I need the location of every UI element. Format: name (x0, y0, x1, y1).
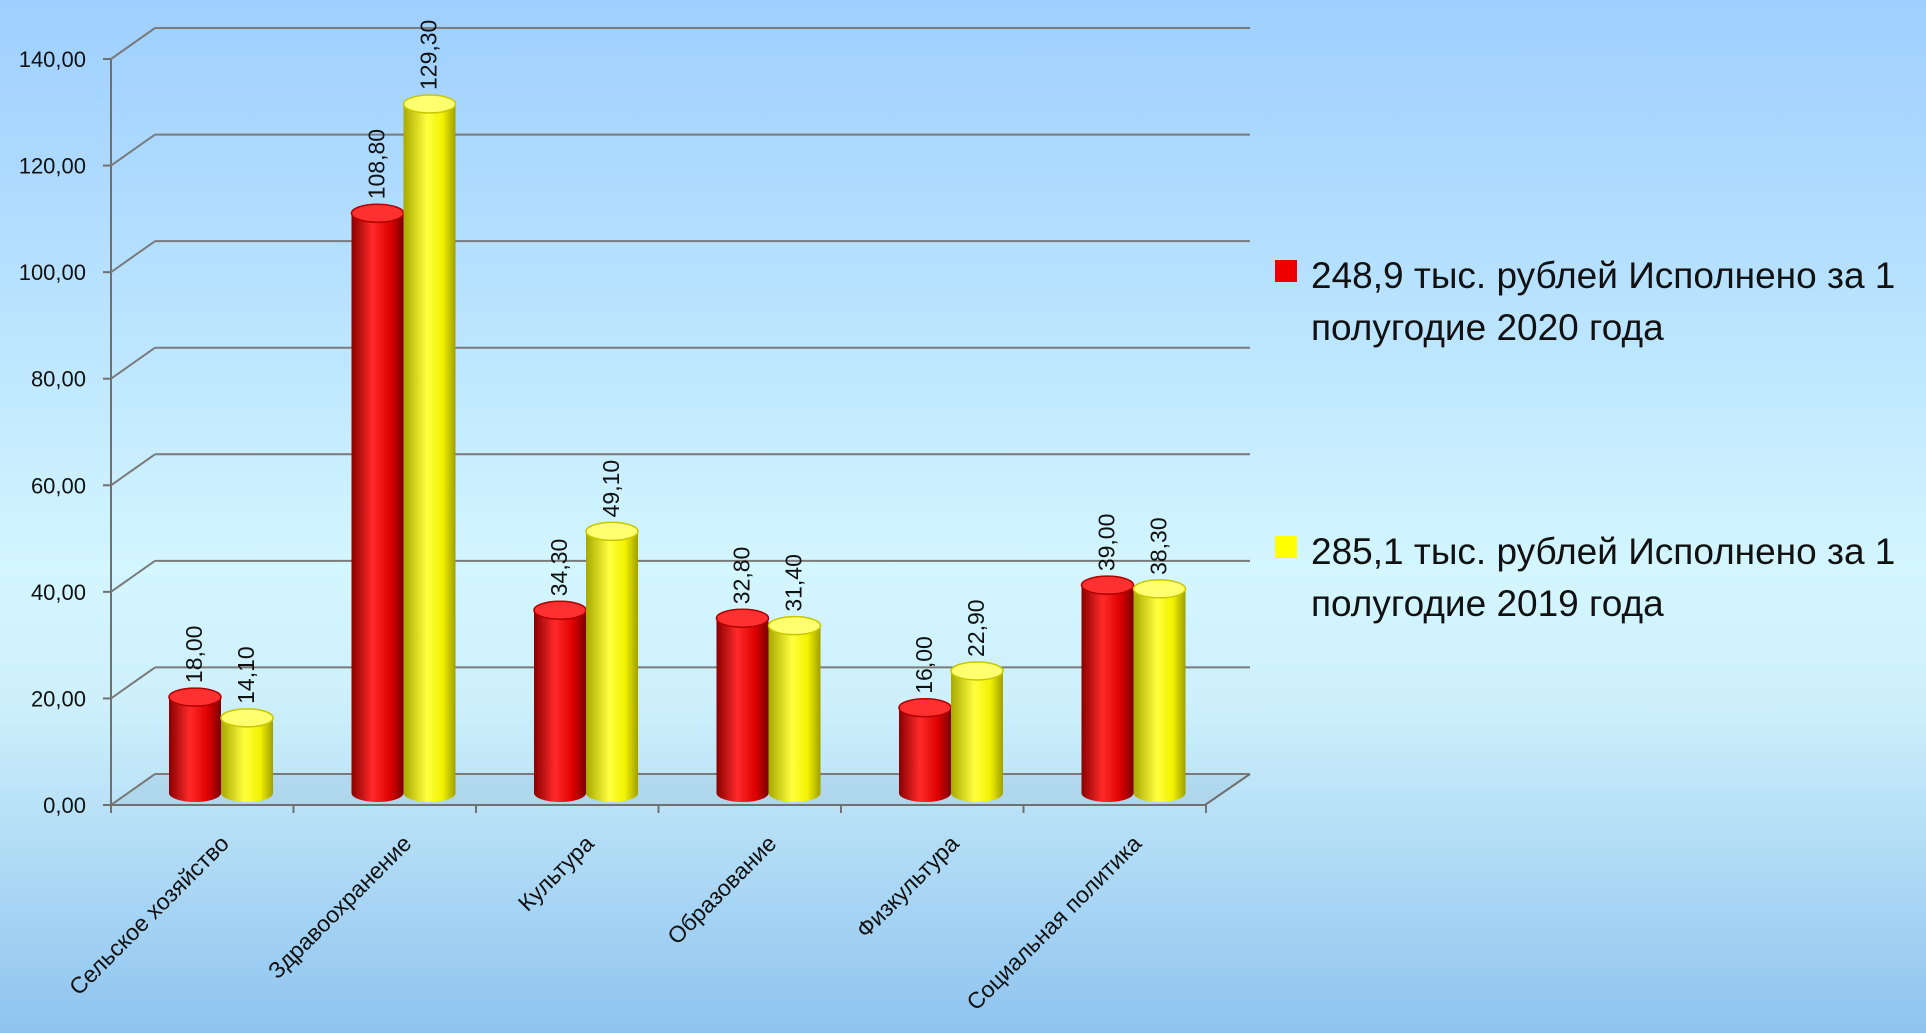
bar-2019-3 (767, 615, 822, 802)
legend-swatch-red (1275, 260, 1297, 282)
y-tick-label: 40,00 (31, 580, 86, 605)
gridline-depth (110, 27, 156, 60)
gridline-depth (110, 346, 156, 380)
legend-item-2019: 285,1 тыс. рублей Исполнено за 1 полугод… (1275, 526, 1915, 630)
bar-2019-1 (402, 94, 457, 802)
data-label: 39,00 (1094, 514, 1120, 572)
gridline-depth (110, 240, 156, 273)
data-label: 108,80 (364, 129, 390, 199)
data-label: 49,10 (598, 460, 624, 518)
chart-floor (111, 774, 1250, 805)
category-label: Физкультура (851, 830, 964, 943)
floor-edge (1204, 773, 1251, 806)
data-label: 129,30 (416, 20, 442, 90)
category-label: Образование (662, 830, 781, 949)
bar-2019-4 (950, 661, 1004, 802)
data-label: 34,30 (546, 539, 572, 597)
gridline-depth (110, 453, 156, 487)
data-label: 31,40 (781, 554, 807, 612)
data-label: 22,90 (963, 599, 989, 657)
legend-label-2019: 285,1 тыс. рублей Исполнено за 1 полугод… (1311, 531, 1896, 624)
y-tick-label: 60,00 (31, 473, 86, 498)
data-label: 18,00 (181, 626, 207, 684)
bar-2019-5 (1132, 579, 1187, 802)
gridline-depth (110, 133, 156, 167)
data-label: 38,30 (1146, 517, 1172, 575)
y-tick-label: 80,00 (31, 367, 86, 392)
gridline-depth (110, 560, 156, 593)
y-tick-label: 140,00 (19, 47, 86, 72)
data-label: 16,00 (911, 636, 937, 694)
y-tick-label: 20,00 (31, 686, 86, 711)
y-tick-label: 120,00 (19, 154, 86, 179)
category-label: Здравоохранение (263, 830, 417, 984)
bar-2020-0 (168, 687, 222, 802)
data-label: 14,10 (233, 646, 259, 704)
y-tick-label: 100,00 (19, 260, 86, 285)
bar-2020-5 (1080, 575, 1135, 802)
bar-2020-4 (898, 697, 952, 802)
gridline-depth (110, 773, 156, 806)
category-label: Культура (513, 830, 599, 916)
bar-2020-2 (533, 600, 587, 802)
category-label: Сельское хозяйство (64, 830, 234, 1000)
bar-2020-1 (350, 203, 405, 802)
bar-2019-2 (585, 521, 639, 802)
legend-item-2020: 248,9 тыс. рублей Исполнено за 1 полугод… (1275, 250, 1915, 354)
y-tick-label: 0,00 (43, 793, 86, 818)
legend-label-2020: 248,9 тыс. рублей Исполнено за 1 полугод… (1311, 255, 1896, 348)
gridline-depth (110, 666, 156, 700)
data-label: 32,80 (729, 547, 755, 605)
category-label: Социальная политика (961, 830, 1146, 1015)
legend-swatch-yellow (1275, 536, 1297, 558)
bar-2019-0 (220, 708, 274, 802)
bar-2020-3 (715, 608, 770, 802)
